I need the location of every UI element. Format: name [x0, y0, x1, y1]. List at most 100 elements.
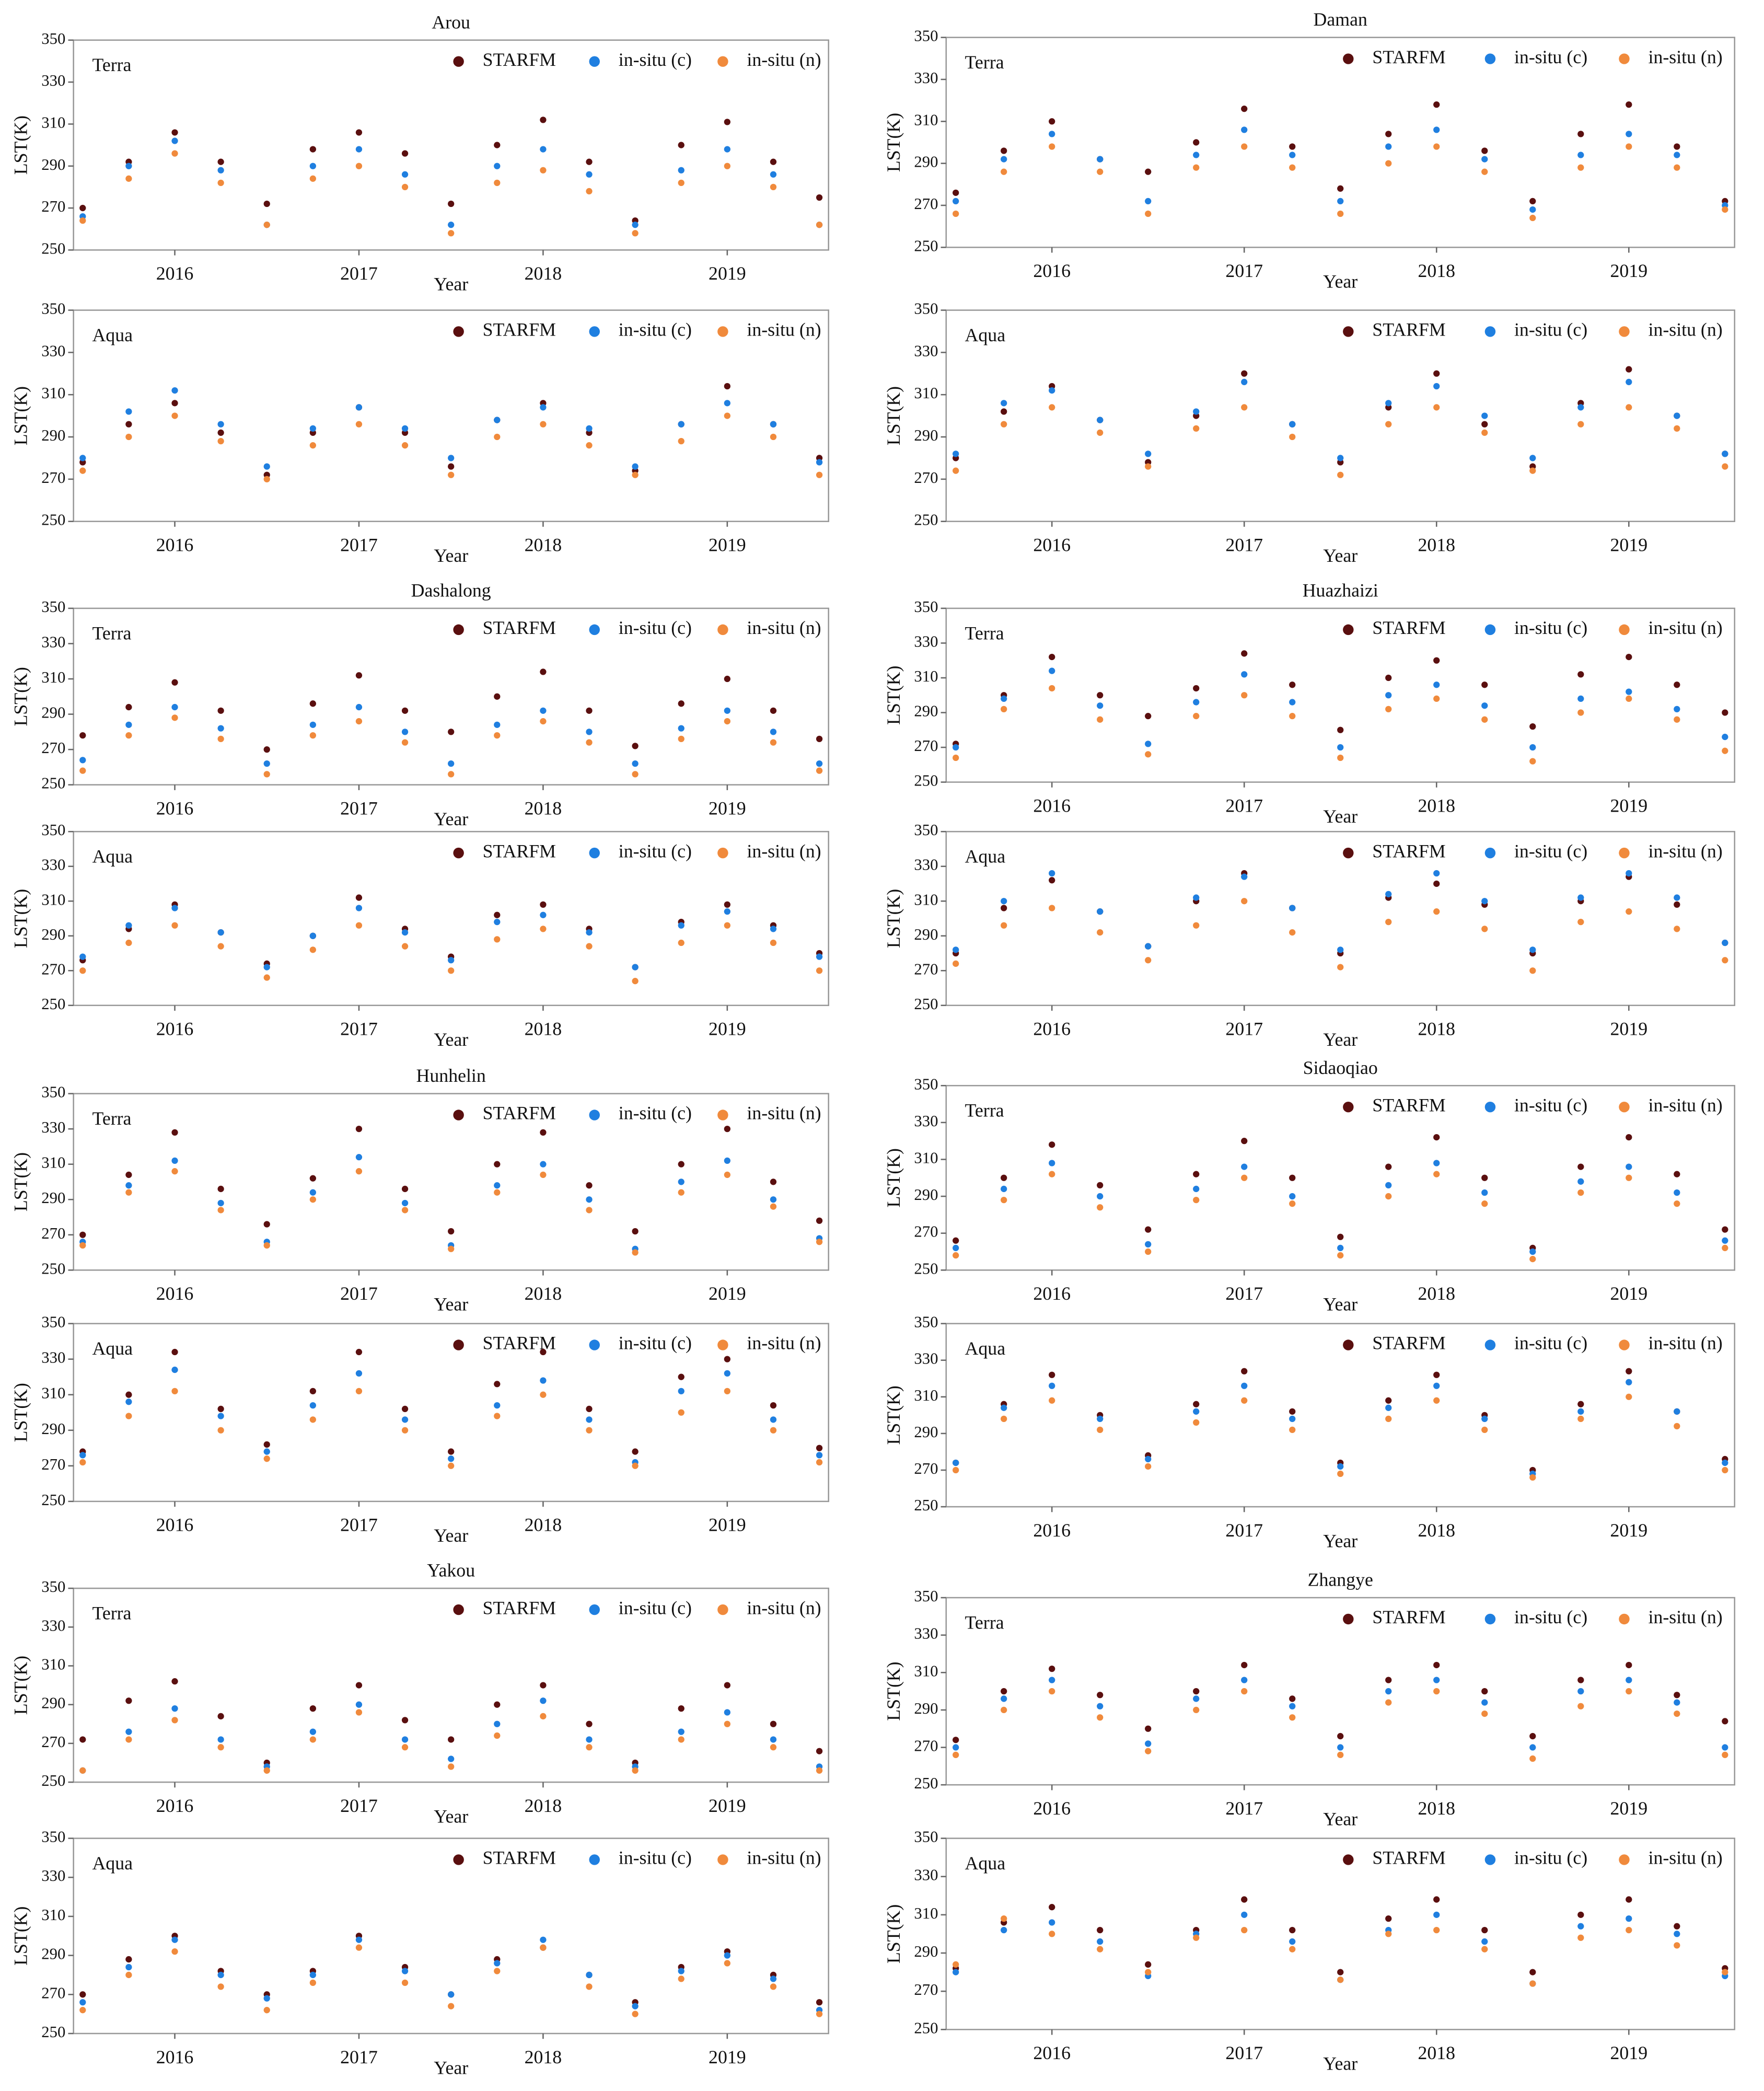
point: [724, 1952, 730, 1959]
point: [816, 967, 823, 974]
point: [125, 1413, 132, 1419]
point: [1001, 1926, 1007, 1934]
point: [586, 739, 593, 746]
point: [1337, 726, 1344, 733]
point: [1049, 1171, 1055, 1177]
point: [1385, 1415, 1392, 1422]
point: [1193, 1688, 1200, 1695]
point: [401, 183, 409, 191]
y-tick-label: 270: [914, 1737, 938, 1755]
point: [1049, 143, 1055, 150]
point: [632, 463, 639, 470]
x-tick-label: 2017: [1225, 260, 1263, 281]
point: [1049, 667, 1055, 674]
x-tick-label: 2017: [340, 535, 378, 556]
point: [540, 1377, 547, 1384]
point: [1241, 106, 1248, 112]
point: [724, 412, 730, 419]
y-tick-label: 330: [41, 342, 65, 360]
point: [1001, 1915, 1007, 1922]
point: [586, 1720, 593, 1727]
point: [1433, 1661, 1440, 1669]
plot-frame: [945, 1084, 1736, 1271]
point: [217, 1207, 224, 1214]
point: [540, 146, 547, 153]
point: [1385, 1397, 1392, 1404]
point: [171, 1678, 178, 1685]
point: [79, 2007, 86, 2014]
legend-label: in-situ (c): [1514, 1847, 1587, 1868]
point: [816, 194, 823, 201]
point: [678, 1409, 684, 1416]
point: [217, 725, 224, 732]
point: [1722, 1226, 1728, 1233]
legend-marker: [717, 56, 728, 67]
point: [309, 700, 316, 707]
point: [171, 1388, 178, 1395]
x-tick-label: 2016: [156, 535, 194, 556]
point: [448, 760, 455, 767]
point: [1049, 870, 1055, 877]
point: [1481, 1946, 1488, 1953]
point: [816, 1217, 823, 1224]
x-axis-label: Year: [1323, 1530, 1357, 1551]
plot-frame: [945, 830, 1736, 1007]
y-tick-label: 330: [914, 856, 938, 874]
point: [540, 718, 547, 725]
point: [1529, 946, 1536, 953]
y-tick-label: 350: [41, 1828, 65, 1846]
point: [632, 964, 639, 971]
panel-label: Aqua: [965, 1853, 1006, 1874]
point: [1626, 1163, 1632, 1170]
panel: Sidaoqiao Terra 250 270 290 310 330 350 2016 2017…: [883, 1057, 1736, 1315]
point: [1241, 692, 1248, 699]
point: [1433, 1371, 1440, 1378]
x-tick-label: 2016: [1033, 1798, 1071, 1819]
point: [217, 943, 224, 950]
point: [79, 1452, 86, 1459]
point: [1049, 1141, 1055, 1148]
point: [1337, 1744, 1344, 1751]
point: [171, 400, 178, 407]
legend-marker: [453, 56, 464, 67]
point: [1529, 723, 1536, 730]
point: [1674, 1942, 1680, 1949]
x-tick-label: 2018: [1418, 1019, 1455, 1039]
panel-label: Terra: [965, 622, 1004, 643]
point: [125, 163, 132, 169]
point: [263, 1995, 270, 2002]
point: [1097, 1426, 1104, 1434]
point: [816, 760, 823, 767]
point: [586, 171, 593, 178]
panel: Aqua 250 270 290 310 330 350 2016 2017 2018 2019 Ye…: [10, 821, 829, 1050]
point: [448, 230, 455, 237]
point: [1193, 1171, 1200, 1177]
legend-label: in-situ (n): [1649, 1607, 1723, 1627]
y-tick-label: 270: [41, 739, 65, 757]
x-axis-label: Year: [1323, 2053, 1357, 2074]
point: [1049, 1382, 1055, 1389]
legend-label: in-situ (n): [1649, 1094, 1723, 1115]
point: [1241, 650, 1248, 657]
point: [448, 771, 455, 778]
point: [540, 404, 547, 411]
point: [355, 163, 363, 169]
point: [1529, 1744, 1536, 1751]
point: [1481, 1699, 1488, 1706]
y-tick-label: 310: [41, 1906, 65, 1924]
legend-marker: [453, 1604, 464, 1615]
x-tick-label: 2019: [1610, 260, 1648, 281]
point: [355, 1348, 363, 1356]
x-axis-label: Year: [434, 545, 468, 566]
y-tick-label: 250: [41, 2023, 65, 2041]
point: [1481, 412, 1488, 419]
point: [1674, 926, 1680, 932]
point: [1481, 1926, 1488, 1934]
point: [1193, 1185, 1200, 1193]
point: [1001, 156, 1007, 163]
point: [1241, 370, 1248, 377]
point: [678, 725, 684, 732]
point: [1097, 1926, 1104, 1934]
point: [1577, 421, 1584, 428]
